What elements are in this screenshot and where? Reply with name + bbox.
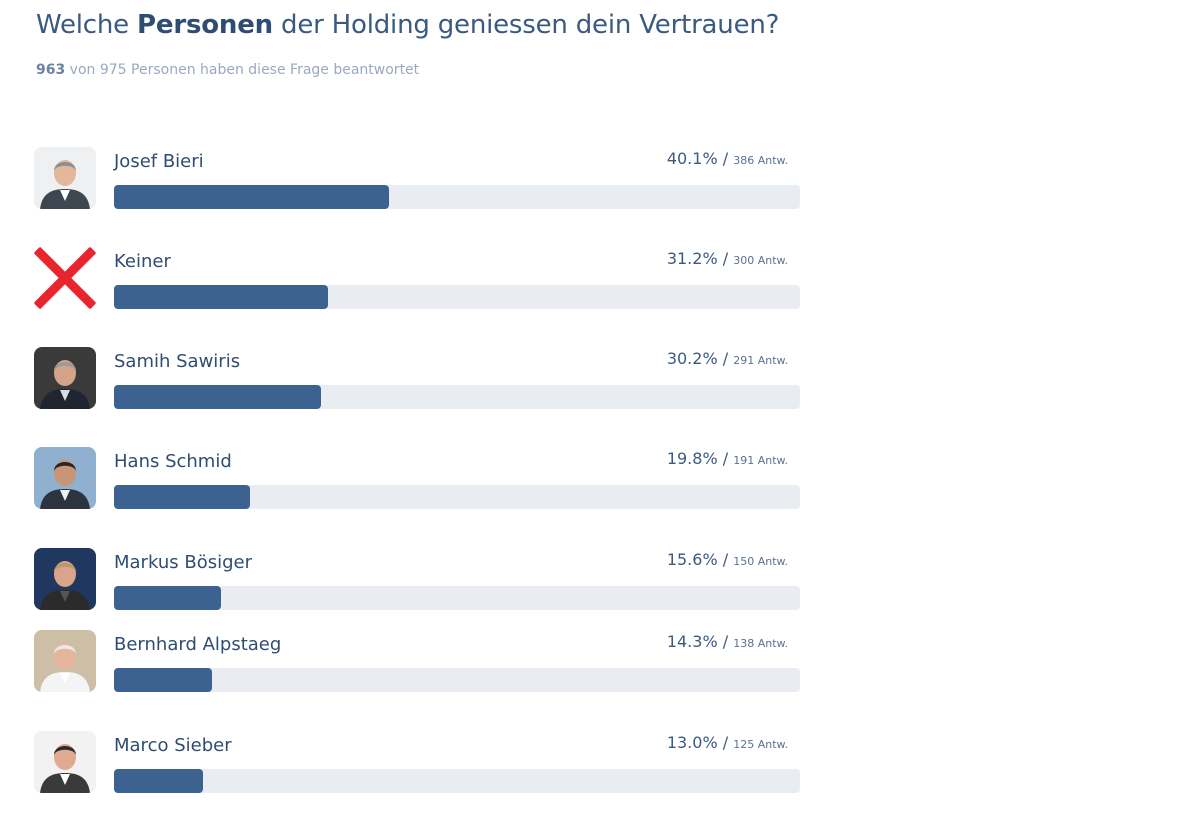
result-row: Hans Schmid 19.8% / 191 Antw. <box>34 447 804 513</box>
bar-track <box>114 769 800 793</box>
result-stat: 14.3% / 138 Antw. <box>666 632 788 651</box>
result-row: Keiner 31.2% / 300 Antw. <box>34 247 804 313</box>
person-name: Keiner <box>114 251 171 272</box>
avatar <box>34 731 96 793</box>
result-row: Josef Bieri 40.1% / 386 Antw. <box>34 147 804 213</box>
bar-track <box>114 385 800 409</box>
person-name: Josef Bieri <box>114 151 204 172</box>
result-stat: 31.2% / 300 Antw. <box>666 249 788 268</box>
bar-track <box>114 668 800 692</box>
bar-fill <box>114 586 221 610</box>
question-prefix: Welche <box>36 10 138 40</box>
bar-fill <box>114 385 321 409</box>
person-name: Bernhard Alpstaeg <box>114 634 282 655</box>
result-row: Bernhard Alpstaeg 14.3% / 138 Antw. <box>34 630 804 696</box>
count-label: 386 Antw. <box>733 154 788 167</box>
bar-track <box>114 185 800 209</box>
percent-label: 14.3% <box>666 632 718 651</box>
results-chart: Josef Bieri 40.1% / 386 Antw. Keiner 31.2% … <box>34 0 814 819</box>
bar-fill <box>114 285 328 309</box>
result-stat: 15.6% / 150 Antw. <box>666 550 788 569</box>
result-row: Marco Sieber 13.0% / 125 Antw. <box>34 731 804 797</box>
question-highlight: Personen <box>137 10 273 40</box>
person-name: Markus Bösiger <box>114 552 252 573</box>
avatar <box>34 447 96 509</box>
bar-fill <box>114 185 389 209</box>
response-text: von 975 Personen haben diese Frage beant… <box>65 62 420 78</box>
avatar <box>34 548 96 610</box>
count-label: 291 Antw. <box>733 354 788 367</box>
percent-label: 31.2% <box>666 249 718 268</box>
count-label: 300 Antw. <box>733 254 788 267</box>
bar-fill <box>114 769 203 793</box>
result-row: Markus Bösiger 15.6% / 150 Antw. <box>34 548 804 614</box>
count-label: 125 Antw. <box>733 738 788 751</box>
response-summary: 963 von 975 Personen haben diese Frage b… <box>36 62 419 78</box>
result-stat: 19.8% / 191 Antw. <box>666 449 788 468</box>
percent-label: 19.8% <box>666 449 718 468</box>
result-stat: 30.2% / 291 Antw. <box>666 349 788 368</box>
avatar <box>34 630 96 692</box>
percent-label: 13.0% <box>666 733 718 752</box>
avatar <box>34 347 96 409</box>
question-title: Welche Personen der Holding geniessen de… <box>36 10 779 40</box>
bar-track <box>114 485 800 509</box>
count-label: 150 Antw. <box>733 555 788 568</box>
result-stat: 40.1% / 386 Antw. <box>666 149 788 168</box>
count-label: 138 Antw. <box>733 637 788 650</box>
percent-label: 40.1% <box>666 149 718 168</box>
result-row: Samih Sawiris 30.2% / 291 Antw. <box>34 347 804 413</box>
question-suffix: der Holding geniessen dein Vertrauen? <box>272 10 780 40</box>
avatar <box>34 147 96 209</box>
person-name: Samih Sawiris <box>114 351 241 372</box>
bar-track <box>114 586 800 610</box>
answered-count: 963 <box>36 62 66 78</box>
person-name: Hans Schmid <box>114 451 232 472</box>
percent-label: 30.2% <box>666 349 718 368</box>
bar-fill <box>114 668 212 692</box>
count-label: 191 Antw. <box>733 454 788 467</box>
bar-fill <box>114 485 250 509</box>
person-name: Marco Sieber <box>114 735 232 756</box>
result-stat: 13.0% / 125 Antw. <box>666 733 788 752</box>
cross-icon <box>34 247 96 309</box>
bar-track <box>114 285 800 309</box>
percent-label: 15.6% <box>666 550 718 569</box>
